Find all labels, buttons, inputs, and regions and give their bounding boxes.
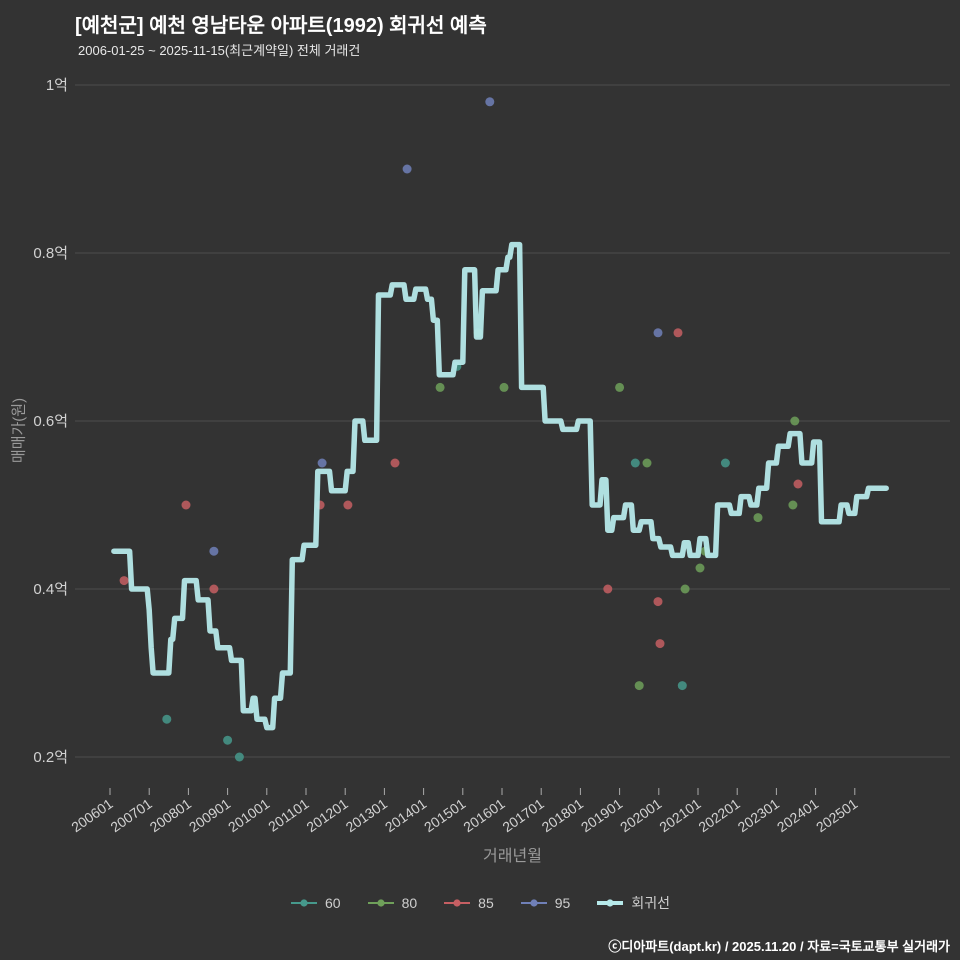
scatter-point-80 [435,382,445,392]
scatter-point-85 [343,500,353,510]
legend-marker-icon [520,899,547,907]
scatter-point-60 [720,458,730,468]
scatter-point-85 [653,597,663,607]
scatter-point-95 [653,328,663,338]
x-tick-label: 200601 [68,795,116,835]
y-tick-label: 0.2억 [33,749,68,766]
x-tick-label: 201301 [343,795,391,835]
legend-label: 95 [554,895,571,911]
scatter-point-80 [790,416,800,426]
legend-marker-icon [597,899,624,907]
legend-item-60[interactable]: 60 [290,895,341,911]
scatter-point-80 [499,382,509,392]
x-tick-label: 202401 [774,795,822,835]
x-tick-label: 201901 [578,795,626,835]
legend-item-85[interactable]: 85 [443,895,494,911]
chart-subtitle: 2006-01-25 ~ 2025-11-15(최근계약일) 전체 거래건 [78,43,361,58]
footer-credit: ⓒ디아파트(dapt.kr) / 2025.11.20 / 자료=국토교통부 실… [608,939,950,954]
scatter-point-80 [695,563,705,573]
x-tick-label: 200701 [107,795,155,835]
legend-item-회귀선[interactable]: 회귀선 [596,893,670,913]
scatter-point-95 [209,546,219,556]
x-tick-label: 202301 [735,795,783,835]
legend-item-95[interactable]: 95 [520,895,571,911]
x-tick-label: 202201 [695,795,743,835]
scatter-point-60 [223,735,233,745]
x-tick-label: 201201 [303,795,351,835]
scatter-point-85 [603,584,613,594]
scatter-point-80 [642,458,652,468]
regression-line [111,241,889,731]
scatter-point-85 [793,479,803,489]
scatter-point-60 [162,714,172,724]
scatter-point-85 [390,458,400,468]
scatter-point-85 [673,328,683,338]
scatter-point-85 [119,576,129,586]
y-tick-label: 1억 [46,77,68,94]
legend-marker-icon [367,899,394,907]
x-tick-label: 200901 [186,795,234,835]
scatter-point-95 [317,458,327,468]
x-tick-label: 201801 [539,795,587,835]
x-tick-label: 202501 [813,795,861,835]
y-tick-label: 0.8억 [33,245,68,262]
x-tick-label: 201701 [499,795,547,835]
x-tick-label: 201001 [225,795,273,835]
scatter-point-80 [753,513,763,523]
scatter-point-80 [680,584,690,594]
legend-label: 회귀선 [631,895,670,911]
scatter-point-85 [655,639,665,649]
scatter-point-95 [485,97,495,107]
scatter-point-60 [234,752,244,762]
legend-label: 85 [478,895,494,911]
scatter-point-80 [788,500,798,510]
x-tick-label: 200801 [147,795,195,835]
scatter-point-85 [209,584,219,594]
scatter-point-80 [615,382,625,392]
scatter-point-60 [677,681,687,691]
chart-title: [예천군] 예천 영남타운 아파트(1992) 회귀선 예측 [75,15,487,37]
legend-item-80[interactable]: 80 [367,895,418,911]
x-tick-label: 202101 [656,795,704,835]
x-tick-label: 201101 [265,795,312,834]
x-tick-label: 201401 [382,795,430,835]
x-tick-label: 202001 [617,795,665,835]
x-tick-label: 201601 [460,795,508,835]
y-tick-label: 0.6억 [33,413,68,430]
chart-legend: 60 80 85 95 회귀선 [0,893,960,913]
x-tick-label: 201501 [421,795,469,835]
scatter-point-95 [402,164,412,174]
scatter-point-80 [634,681,644,691]
x-axis-title: 거래년월 [483,848,542,865]
legend-label: 80 [401,895,418,911]
scatter-point-60 [630,458,640,468]
legend-marker-icon [291,899,318,907]
legend-marker-icon [444,899,471,907]
legend-label: 60 [325,895,341,911]
scatter-point-85 [181,500,191,510]
y-axis-title: 매매가(원) [10,397,28,464]
y-tick-label: 0.4억 [33,581,68,598]
